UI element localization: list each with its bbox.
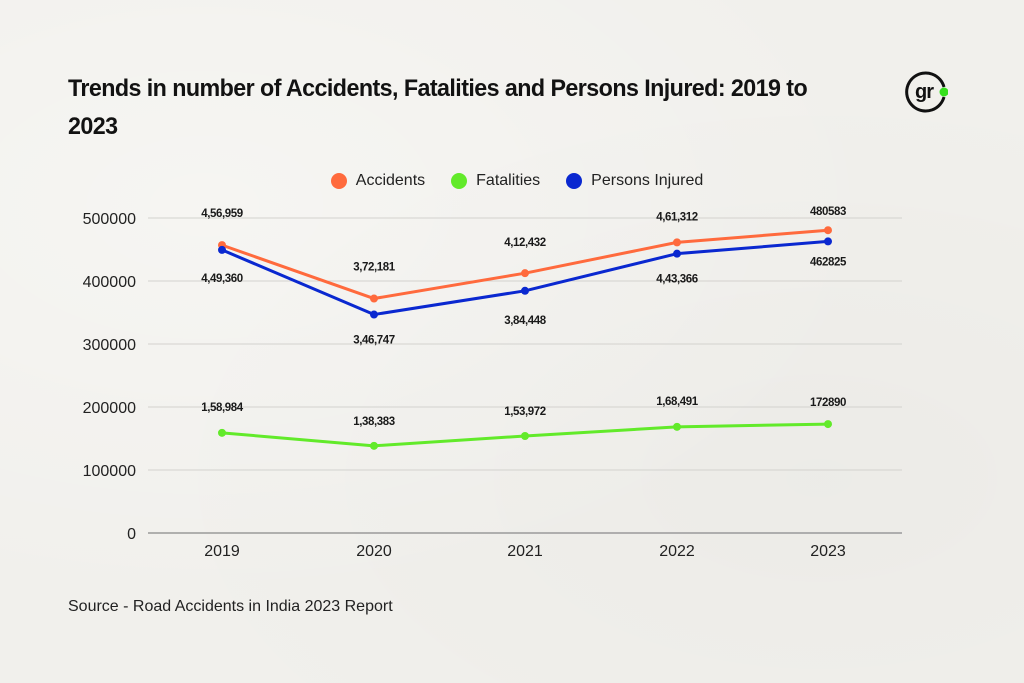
legend-item-fatalities[interactable]: Fatalities	[451, 172, 540, 190]
data-labels: 4,56,959 3,72,181 4,12,432 4,61,312 480583 1,…	[201, 206, 847, 428]
y-tick-label: 500000	[83, 211, 136, 228]
data-label-fatalities: 1,68,491	[656, 396, 699, 408]
source-note: Source - Road Accidents in India 2023 Re…	[68, 598, 393, 615]
data-point-fatalities	[824, 420, 832, 429]
data-label-accidents: 480583	[810, 206, 846, 218]
y-axis-ticks: 0 100000 200000 300000 400000 500000	[83, 211, 136, 543]
x-tick-label: 2023	[810, 543, 846, 560]
data-label-persons-injured: 3,46,747	[353, 335, 395, 347]
data-label-fatalities: 1,58,984	[201, 402, 244, 414]
data-label-accidents: 4,61,312	[656, 211, 698, 223]
series-group	[218, 226, 832, 450]
data-point-accidents	[824, 226, 832, 235]
brand-logo: gr	[905, 71, 948, 113]
data-label-persons-injured: 462825	[810, 256, 847, 268]
data-label-accidents: 4,56,959	[201, 208, 243, 220]
data-label-fatalities: 1,38,383	[353, 416, 395, 428]
x-axis-ticks: 2019 2020 2021 2022 2023	[204, 543, 846, 560]
data-label-persons-injured: 4,49,360	[201, 273, 243, 285]
x-tick-label: 2021	[507, 543, 543, 560]
data-label-accidents: 3,72,181	[353, 262, 396, 274]
data-point-persons-injured	[521, 286, 529, 295]
data-label-persons-injured: 3,84,448	[504, 315, 547, 327]
data-point-persons-injured	[824, 237, 832, 246]
x-tick-label: 2019	[204, 543, 240, 560]
legend-item-persons-injured[interactable]: Persons Injured	[566, 172, 703, 190]
data-label-accidents: 4,12,432	[504, 237, 546, 249]
chart-title: Trends in number of Accidents, Fatalitie…	[68, 75, 808, 140]
logo-ring-icon	[905, 71, 946, 113]
legend: Accidents Fatalities Persons Injured	[0, 172, 1024, 190]
y-tick-label: 300000	[83, 337, 136, 354]
legend-item-accidents[interactable]: Accidents	[330, 172, 426, 190]
legend-label: Persons Injured	[591, 172, 704, 189]
y-tick-label: 400000	[83, 274, 136, 291]
legend-label: Fatalities	[476, 172, 541, 189]
data-label-persons-injured: 4,43,366	[656, 274, 698, 286]
legend-dot-persons-injured	[566, 173, 583, 189]
y-tick-label: 200000	[83, 400, 136, 417]
data-point-accidents	[673, 238, 681, 247]
grid-lines	[148, 217, 902, 534]
x-tick-label: 2022	[659, 543, 695, 560]
y-tick-label: 0	[127, 526, 136, 543]
legend-label: Accidents	[355, 172, 426, 189]
data-point-fatalities	[521, 431, 529, 440]
x-tick-label: 2020	[356, 543, 392, 560]
data-point-accidents	[370, 294, 378, 303]
data-point-persons-injured	[370, 310, 378, 319]
y-tick-label: 100000	[83, 463, 136, 480]
data-point-fatalities	[370, 441, 378, 450]
legend-dot-fatalities	[451, 173, 468, 189]
logo-text: gr	[915, 81, 934, 103]
data-label-fatalities: 1,53,972	[504, 406, 546, 418]
data-label-fatalities: 172890	[810, 397, 846, 409]
data-point-persons-injured	[218, 245, 226, 254]
data-point-fatalities	[673, 422, 681, 431]
legend-dot-accidents	[330, 173, 347, 189]
data-point-accidents	[521, 269, 529, 278]
data-point-fatalities	[218, 428, 226, 437]
data-point-persons-injured	[673, 249, 681, 258]
logo-dot-icon	[939, 87, 948, 97]
